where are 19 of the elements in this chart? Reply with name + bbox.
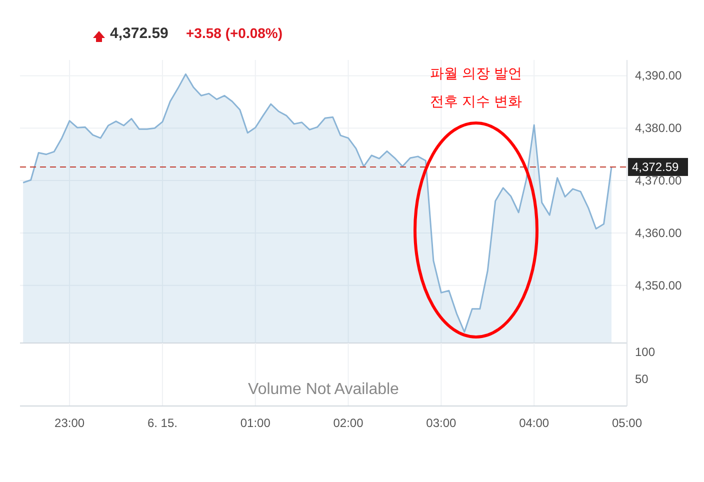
- y-tick-label: 4,360.00: [635, 226, 682, 240]
- y-tick-label: 4,350.00: [635, 278, 682, 292]
- y-tick-label: 4,380.00: [635, 121, 682, 136]
- y-tick-label: 4,370.00: [635, 174, 682, 188]
- x-tick-label: 6. 15.: [147, 416, 178, 430]
- x-tick-label: 03:00: [426, 416, 457, 430]
- x-tick-label: 05:00: [612, 416, 642, 430]
- y-tick-label: 4,390.00: [635, 68, 682, 83]
- annotation: Volume Not Available: [248, 381, 400, 398]
- annotation: 파월 의장 발언 전후 지수 변화: [430, 65, 522, 109]
- chart-subtitle: +3.58 (+0.08%): [186, 25, 283, 41]
- chart-title: 4,372.59: [110, 25, 168, 42]
- ref-line-label: 4,372.59: [632, 160, 680, 174]
- x-tick-label: 23:00: [54, 416, 85, 430]
- y-tick-label: 100: [635, 345, 656, 360]
- x-tick-label: 01:00: [240, 416, 271, 430]
- x-tick-label: 04:00: [519, 416, 550, 430]
- y-tick-label: 50: [635, 372, 649, 386]
- x-tick-label: 02:00: [333, 416, 364, 430]
